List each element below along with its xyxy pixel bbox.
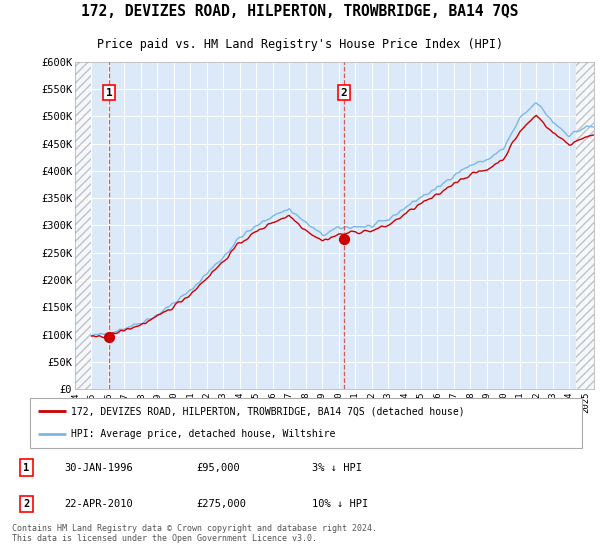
Point: [339, 235, 349, 244]
Text: 30-JAN-1996: 30-JAN-1996: [64, 463, 133, 473]
Text: 1: 1: [106, 88, 113, 98]
Text: Contains HM Land Registry data © Crown copyright and database right 2024.
This d: Contains HM Land Registry data © Crown c…: [12, 524, 377, 543]
Text: HPI: Average price, detached house, Wiltshire: HPI: Average price, detached house, Wilt…: [71, 430, 336, 440]
Text: £275,000: £275,000: [196, 499, 247, 509]
Text: £95,000: £95,000: [196, 463, 240, 473]
Text: 2: 2: [23, 499, 29, 509]
Text: 172, DEVIZES ROAD, HILPERTON, TROWBRIDGE, BA14 7QS (detached house): 172, DEVIZES ROAD, HILPERTON, TROWBRIDGE…: [71, 406, 465, 416]
Text: 22-APR-2010: 22-APR-2010: [64, 499, 133, 509]
Text: 10% ↓ HPI: 10% ↓ HPI: [311, 499, 368, 509]
Point: [104, 333, 114, 342]
Text: 3% ↓ HPI: 3% ↓ HPI: [311, 463, 362, 473]
Text: 2: 2: [340, 88, 347, 98]
Text: Price paid vs. HM Land Registry's House Price Index (HPI): Price paid vs. HM Land Registry's House …: [97, 38, 503, 50]
Text: 172, DEVIZES ROAD, HILPERTON, TROWBRIDGE, BA14 7QS: 172, DEVIZES ROAD, HILPERTON, TROWBRIDGE…: [81, 4, 519, 19]
Text: 1: 1: [23, 463, 29, 473]
FancyBboxPatch shape: [30, 398, 582, 448]
